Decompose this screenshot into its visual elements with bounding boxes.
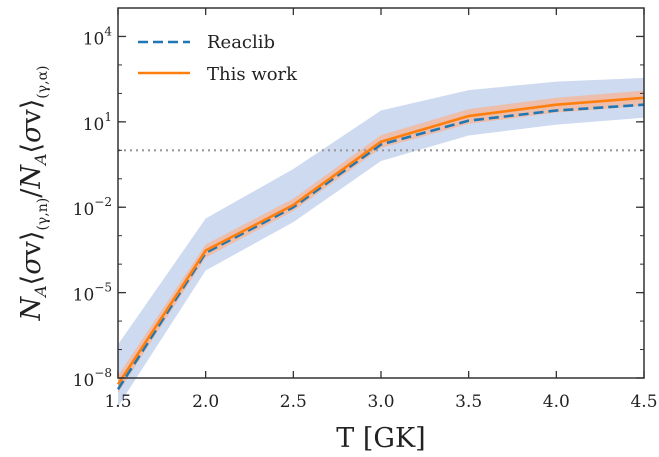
uncertainty-band-outer-layer [118, 77, 644, 407]
y-tick-label: 101 [83, 110, 112, 135]
x-tick-label: 3.5 [455, 392, 482, 412]
y-tick-label: 10−2 [73, 195, 112, 220]
y-tick-labels: 10−8 10−5 10−2 101 104 [73, 24, 113, 391]
series-line-this-work [116, 96, 645, 386]
y-tick-label: 10−5 [73, 281, 112, 306]
uncertainty-band-outer [118, 77, 644, 407]
y-tick-label: 10−8 [73, 366, 112, 391]
svg-text:NA⟨σv⟩(γ,n)/NA⟨σv⟩(γ,α): NA⟨σv⟩(γ,n)/NA⟨σv⟩(γ,α) [16, 65, 51, 321]
plot-area [116, 77, 645, 407]
x-tick-label: 3.0 [367, 392, 394, 412]
series-line-reaclib [116, 103, 645, 391]
ticks-layer [117, 8, 645, 379]
y-tick-label: 104 [83, 24, 113, 49]
y-axis-title: NA⟨σv⟩(γ,n)/NA⟨σv⟩(γ,α) [16, 65, 51, 321]
series-layer [116, 96, 645, 391]
x-axis-title: T [GK] [336, 423, 425, 454]
legend-label-reaclib: Reaclib [207, 32, 275, 53]
plot-frame [117, 7, 645, 379]
x-tick-label: 2.5 [280, 392, 307, 412]
x-tick-label: 4.5 [630, 392, 657, 412]
x-tick-label: 2.0 [192, 392, 219, 412]
x-tick-label: 1.5 [104, 392, 131, 412]
x-tick-labels: 1.5 2.0 2.5 3.0 3.5 4.0 4.5 [104, 392, 657, 412]
legend-label-this-work: This work [207, 64, 298, 85]
legend: Reaclib This work [138, 32, 298, 85]
x-tick-label: 4.0 [543, 392, 570, 412]
